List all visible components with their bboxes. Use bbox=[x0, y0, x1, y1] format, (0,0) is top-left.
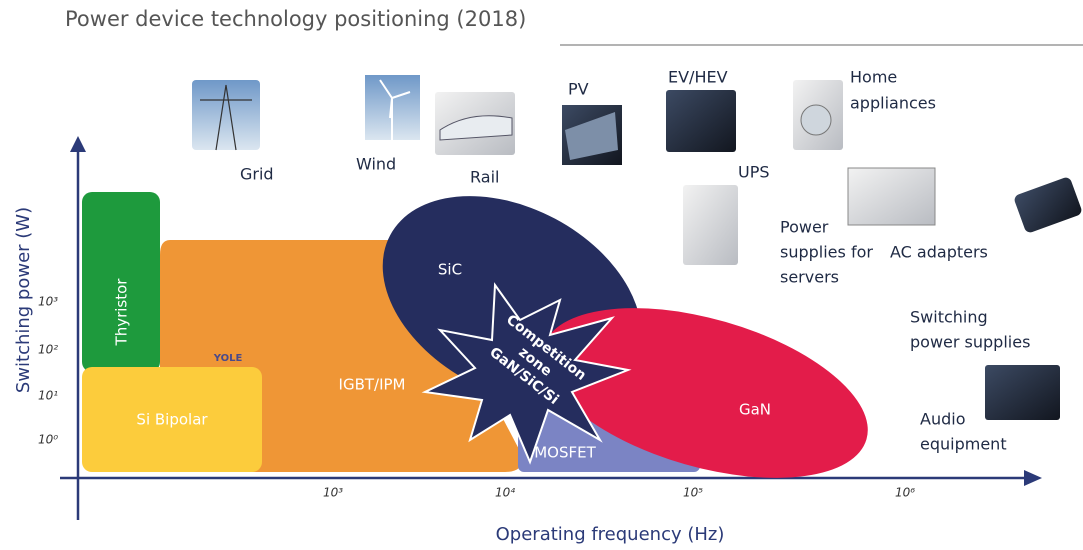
app-label: Rail bbox=[470, 168, 499, 187]
app-label: Grid bbox=[240, 165, 274, 184]
region-label: MOSFET bbox=[534, 444, 596, 462]
y-tick-label: 10³ bbox=[38, 295, 58, 309]
region-label: GaN bbox=[739, 401, 771, 419]
home-appliance-image-door bbox=[801, 105, 831, 135]
ups-image bbox=[683, 185, 738, 265]
x-tick-label: 10⁵ bbox=[683, 486, 703, 500]
app-label: equipment bbox=[920, 435, 1007, 454]
audio-image bbox=[985, 365, 1060, 420]
ev-image bbox=[666, 90, 736, 152]
y-axis-arrow bbox=[70, 136, 86, 152]
adapter-image bbox=[1013, 176, 1083, 234]
x-tick-label: 10⁴ bbox=[495, 486, 515, 500]
app-label: AC adapters bbox=[890, 243, 988, 262]
title: Power device technology positioning (201… bbox=[65, 7, 526, 31]
region-label: SiC bbox=[438, 261, 462, 279]
psu-image bbox=[848, 168, 935, 225]
x-tick-label: 10⁶ bbox=[895, 486, 915, 500]
y-tick-label: 10² bbox=[38, 343, 58, 357]
app-label: supplies for bbox=[780, 243, 873, 262]
region-label: IGBT/IPM bbox=[339, 376, 406, 394]
app-label: power supplies bbox=[910, 333, 1030, 352]
diagram: Power device technology positioning (201… bbox=[0, 0, 1083, 550]
y-tick-label: 10¹ bbox=[38, 389, 58, 403]
app-label: PV bbox=[568, 80, 589, 99]
app-label: appliances bbox=[850, 94, 936, 113]
y-tick-label: 10⁰ bbox=[38, 433, 58, 447]
x-tick-label: 10³ bbox=[323, 486, 343, 500]
app-label: EV/HEV bbox=[668, 68, 728, 87]
x-axis-arrow bbox=[1024, 470, 1042, 486]
app-label: Wind bbox=[356, 155, 396, 174]
app-label: Home bbox=[850, 68, 897, 87]
app-label: Switching bbox=[910, 308, 988, 327]
x-axis-label: Operating frequency (Hz) bbox=[496, 524, 725, 545]
grid-image bbox=[192, 80, 260, 150]
app-label: UPS bbox=[738, 163, 770, 182]
app-label: servers bbox=[780, 268, 839, 287]
region-label: Si Bipolar bbox=[136, 411, 208, 429]
region-label: Thyristor bbox=[113, 278, 131, 347]
app-label: Power bbox=[780, 218, 829, 237]
app-label: Audio bbox=[920, 410, 965, 429]
logo: YOLE bbox=[213, 353, 243, 364]
y-axis-label: Switching power (W) bbox=[13, 207, 34, 393]
